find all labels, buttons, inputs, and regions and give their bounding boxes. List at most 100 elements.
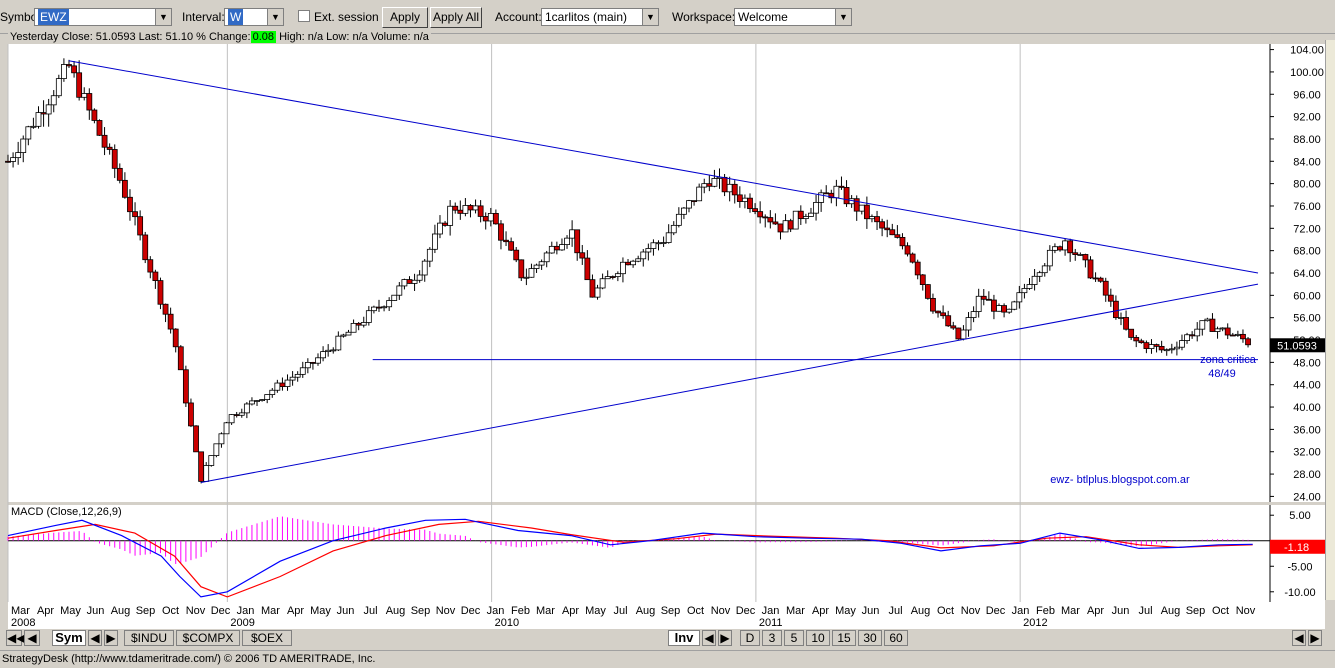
- tab-compx[interactable]: $COMPX: [176, 630, 240, 646]
- candle-up: [528, 268, 535, 278]
- month-label: Mar: [1061, 605, 1080, 617]
- candle-up: [620, 261, 626, 275]
- price-tick-label: 96.00: [1293, 89, 1321, 101]
- chevron-down-icon[interactable]: ▼: [155, 9, 171, 25]
- ext-session-checkbox[interactable]: [298, 10, 310, 22]
- interval-value: W: [228, 9, 244, 25]
- candle-up: [289, 376, 296, 381]
- candle-up: [665, 232, 672, 243]
- candle-down: [198, 451, 205, 482]
- candle-up: [381, 306, 387, 309]
- month-label: May: [835, 605, 856, 617]
- candle-up: [523, 276, 530, 279]
- month-label: Jul: [363, 605, 377, 617]
- candle-up: [360, 322, 367, 326]
- right-arrow-icon[interactable]: ▶: [104, 630, 118, 646]
- candle-down: [1092, 277, 1099, 280]
- year-label: 2010: [495, 617, 519, 629]
- chevron-down-icon[interactable]: ▼: [267, 9, 283, 25]
- candle-up: [325, 349, 332, 353]
- candle-up: [675, 213, 682, 226]
- candle-up: [304, 362, 311, 369]
- candle-down: [625, 261, 631, 266]
- month-label: Aug: [636, 605, 656, 617]
- candle-up: [350, 322, 357, 333]
- tab-interval-30[interactable]: 30: [858, 630, 882, 646]
- candle-up: [345, 331, 352, 336]
- candle-up: [386, 300, 393, 308]
- tab-interval-10[interactable]: 10: [806, 630, 830, 646]
- month-label: Feb: [511, 605, 530, 617]
- month-label: Nov: [1236, 605, 1256, 617]
- candle-up: [1204, 318, 1211, 322]
- symbol-value: EWZ: [38, 9, 69, 25]
- month-label: Oct: [1212, 605, 1229, 617]
- candle-up: [431, 233, 438, 250]
- tab-interval-d[interactable]: D: [740, 630, 760, 646]
- candle-up: [792, 210, 799, 230]
- scroll-right-icon[interactable]: ▶: [1308, 630, 1322, 646]
- year-label: 2009: [230, 617, 254, 629]
- candle-up: [813, 202, 819, 214]
- candle-down: [1082, 254, 1089, 261]
- candle-down: [991, 299, 997, 312]
- month-label: Aug: [1161, 605, 1181, 617]
- tab-interval-60[interactable]: 60: [884, 630, 908, 646]
- candle-up: [538, 261, 545, 266]
- month-label: Dec: [211, 605, 231, 617]
- candle-up: [249, 400, 255, 405]
- apply-all-button[interactable]: Apply All: [430, 7, 482, 28]
- month-label: Dec: [736, 605, 756, 617]
- first-arrow-icon[interactable]: ◀◀: [6, 630, 26, 646]
- candle-up: [15, 152, 22, 159]
- account-combo[interactable]: 1carlitos (main) ▼: [541, 8, 659, 26]
- chevron-down-icon[interactable]: ▼: [835, 9, 851, 25]
- candle-up: [1011, 301, 1018, 310]
- candle-down: [233, 414, 240, 416]
- inv-tab[interactable]: Inv: [668, 630, 700, 646]
- tab-interval-5[interactable]: 5: [784, 630, 804, 646]
- chevron-down-icon[interactable]: ▼: [642, 9, 658, 25]
- candle-down: [584, 257, 591, 281]
- candle-up: [808, 212, 814, 217]
- month-label: Nov: [436, 605, 456, 617]
- tab-indu[interactable]: $INDU: [124, 630, 174, 646]
- workspace-combo[interactable]: Welcome ▼: [734, 8, 852, 26]
- candle-down: [762, 216, 769, 219]
- candle-down: [1072, 252, 1079, 256]
- interval-combo[interactable]: W ▼: [224, 8, 284, 26]
- tab-oex[interactable]: $OEX: [242, 630, 292, 646]
- tab-interval-15[interactable]: 15: [832, 630, 856, 646]
- prev-arrow-icon[interactable]: ◀: [24, 630, 40, 646]
- left-arrow-icon[interactable]: ◀: [88, 630, 102, 646]
- price-tick-label: 104.00: [1290, 45, 1324, 57]
- candle-up: [437, 222, 443, 235]
- sym-tab[interactable]: Sym: [52, 630, 86, 646]
- scroll-left-icon[interactable]: ◀: [1292, 630, 1306, 646]
- price-tick-label: 28.00: [1293, 469, 1321, 481]
- candle-up: [599, 278, 606, 289]
- price-tick-label: 84.00: [1293, 156, 1321, 168]
- macd-pane[interactable]: [8, 505, 1270, 602]
- pct-change-value: 0.08: [250, 31, 276, 43]
- candle-down: [1123, 317, 1129, 330]
- apply-button[interactable]: Apply: [382, 7, 428, 28]
- candle-down: [66, 64, 72, 67]
- price-pane[interactable]: [8, 44, 1270, 502]
- candle-down: [498, 223, 504, 241]
- candle-up: [228, 414, 235, 424]
- symbol-combo[interactable]: EWZ ▼: [34, 8, 172, 26]
- candle-up: [1163, 349, 1170, 352]
- candle-up: [742, 197, 748, 202]
- candle-down: [904, 245, 911, 255]
- month-label: Sep: [661, 605, 681, 617]
- tab-interval-3[interactable]: 3: [762, 630, 782, 646]
- candle-up: [213, 443, 220, 456]
- left-arrow-icon[interactable]: ◀: [702, 630, 716, 646]
- candle-up: [869, 216, 875, 220]
- symbol-label: Symbol:: [0, 10, 44, 24]
- candle-down: [691, 200, 697, 203]
- price-tick-label: 92.00: [1293, 112, 1321, 124]
- right-arrow-icon[interactable]: ▶: [718, 630, 732, 646]
